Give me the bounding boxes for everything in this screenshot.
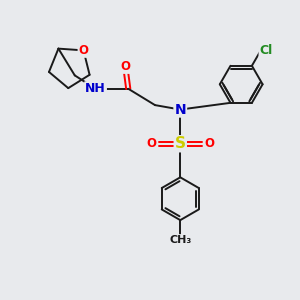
- Text: CH₃: CH₃: [169, 235, 191, 245]
- Text: NH: NH: [85, 82, 106, 95]
- Text: O: O: [146, 137, 156, 150]
- Text: O: O: [79, 44, 88, 57]
- Text: Cl: Cl: [260, 44, 273, 57]
- Text: N: N: [175, 103, 186, 117]
- Text: O: O: [204, 137, 214, 150]
- Text: O: O: [120, 60, 130, 73]
- Text: S: S: [175, 136, 186, 151]
